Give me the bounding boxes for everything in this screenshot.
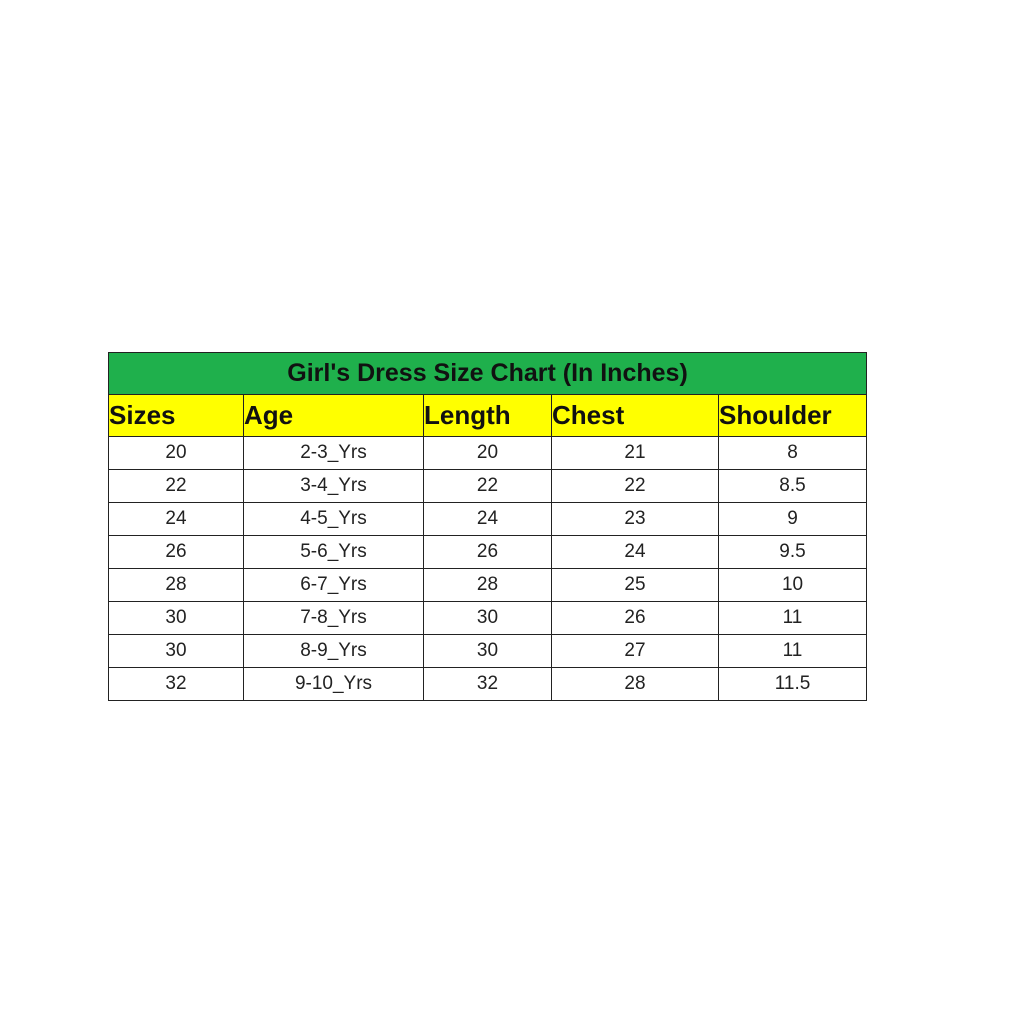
- table-row: 26 5-6_Yrs 26 24 9.5: [108, 535, 868, 569]
- cell-shoulder: 8.5: [717, 469, 868, 503]
- cell-shoulder: 11: [717, 601, 868, 635]
- cell-length: 32: [423, 667, 552, 701]
- cell-shoulder: 11.5: [717, 667, 868, 701]
- column-header-sizes: Sizes: [108, 394, 244, 437]
- cell-chest: 21: [551, 436, 719, 470]
- cell-age: 9-10_Yrs: [243, 667, 424, 701]
- table-row: 32 9-10_Yrs 32 28 11.5: [108, 667, 868, 701]
- cell-length: 28: [423, 568, 552, 602]
- cell-age: 3-4_Yrs: [243, 469, 424, 503]
- cell-size: 20: [108, 436, 244, 470]
- table-row: 28 6-7_Yrs 28 25 10: [108, 568, 868, 602]
- cell-length: 20: [423, 436, 552, 470]
- cell-length: 24: [423, 502, 552, 536]
- cell-shoulder: 9: [717, 502, 868, 536]
- table-row: 30 8-9_Yrs 30 27 11: [108, 634, 868, 668]
- cell-age: 2-3_Yrs: [243, 436, 424, 470]
- column-header-length: Length: [423, 394, 552, 437]
- cell-age: 4-5_Yrs: [243, 502, 424, 536]
- table-row: 22 3-4_Yrs 22 22 8.5: [108, 469, 868, 503]
- cell-size: 30: [108, 601, 244, 635]
- cell-chest: 27: [551, 634, 719, 668]
- table-row: 20 2-3_Yrs 20 21 8: [108, 436, 868, 470]
- cell-age: 7-8_Yrs: [243, 601, 424, 635]
- title-row: Girl's Dress Size Chart (In Inches): [107, 352, 868, 395]
- cell-age: 6-7_Yrs: [243, 568, 424, 602]
- header-row: Sizes Age Length Chest Shoulder: [108, 394, 868, 437]
- cell-shoulder: 9.5: [717, 535, 868, 569]
- cell-length: 30: [423, 601, 552, 635]
- table-row: 30 7-8_Yrs 30 26 11: [108, 601, 868, 635]
- cell-size: 32: [108, 667, 244, 701]
- cell-chest: 23: [551, 502, 719, 536]
- cell-size: 22: [108, 469, 244, 503]
- cell-chest: 28: [551, 667, 719, 701]
- cell-chest: 25: [551, 568, 719, 602]
- column-header-age: Age: [243, 394, 424, 437]
- cell-chest: 24: [551, 535, 719, 569]
- chart-title: Girl's Dress Size Chart (In Inches): [107, 352, 868, 395]
- cell-age: 8-9_Yrs: [243, 634, 424, 668]
- cell-size: 28: [108, 568, 244, 602]
- cell-length: 30: [423, 634, 552, 668]
- cell-shoulder: 10: [717, 568, 868, 602]
- size-chart-table: Girl's Dress Size Chart (In Inches) Size…: [107, 352, 868, 701]
- cell-size: 26: [108, 535, 244, 569]
- column-header-shoulder: Shoulder: [717, 394, 868, 437]
- cell-length: 26: [423, 535, 552, 569]
- table-row: 24 4-5_Yrs 24 23 9: [108, 502, 868, 536]
- cell-size: 30: [108, 634, 244, 668]
- cell-length: 22: [423, 469, 552, 503]
- cell-chest: 22: [551, 469, 719, 503]
- cell-chest: 26: [551, 601, 719, 635]
- cell-age: 5-6_Yrs: [243, 535, 424, 569]
- cell-shoulder: 8: [717, 436, 868, 470]
- column-header-chest: Chest: [551, 394, 719, 437]
- cell-size: 24: [108, 502, 244, 536]
- cell-shoulder: 11: [717, 634, 868, 668]
